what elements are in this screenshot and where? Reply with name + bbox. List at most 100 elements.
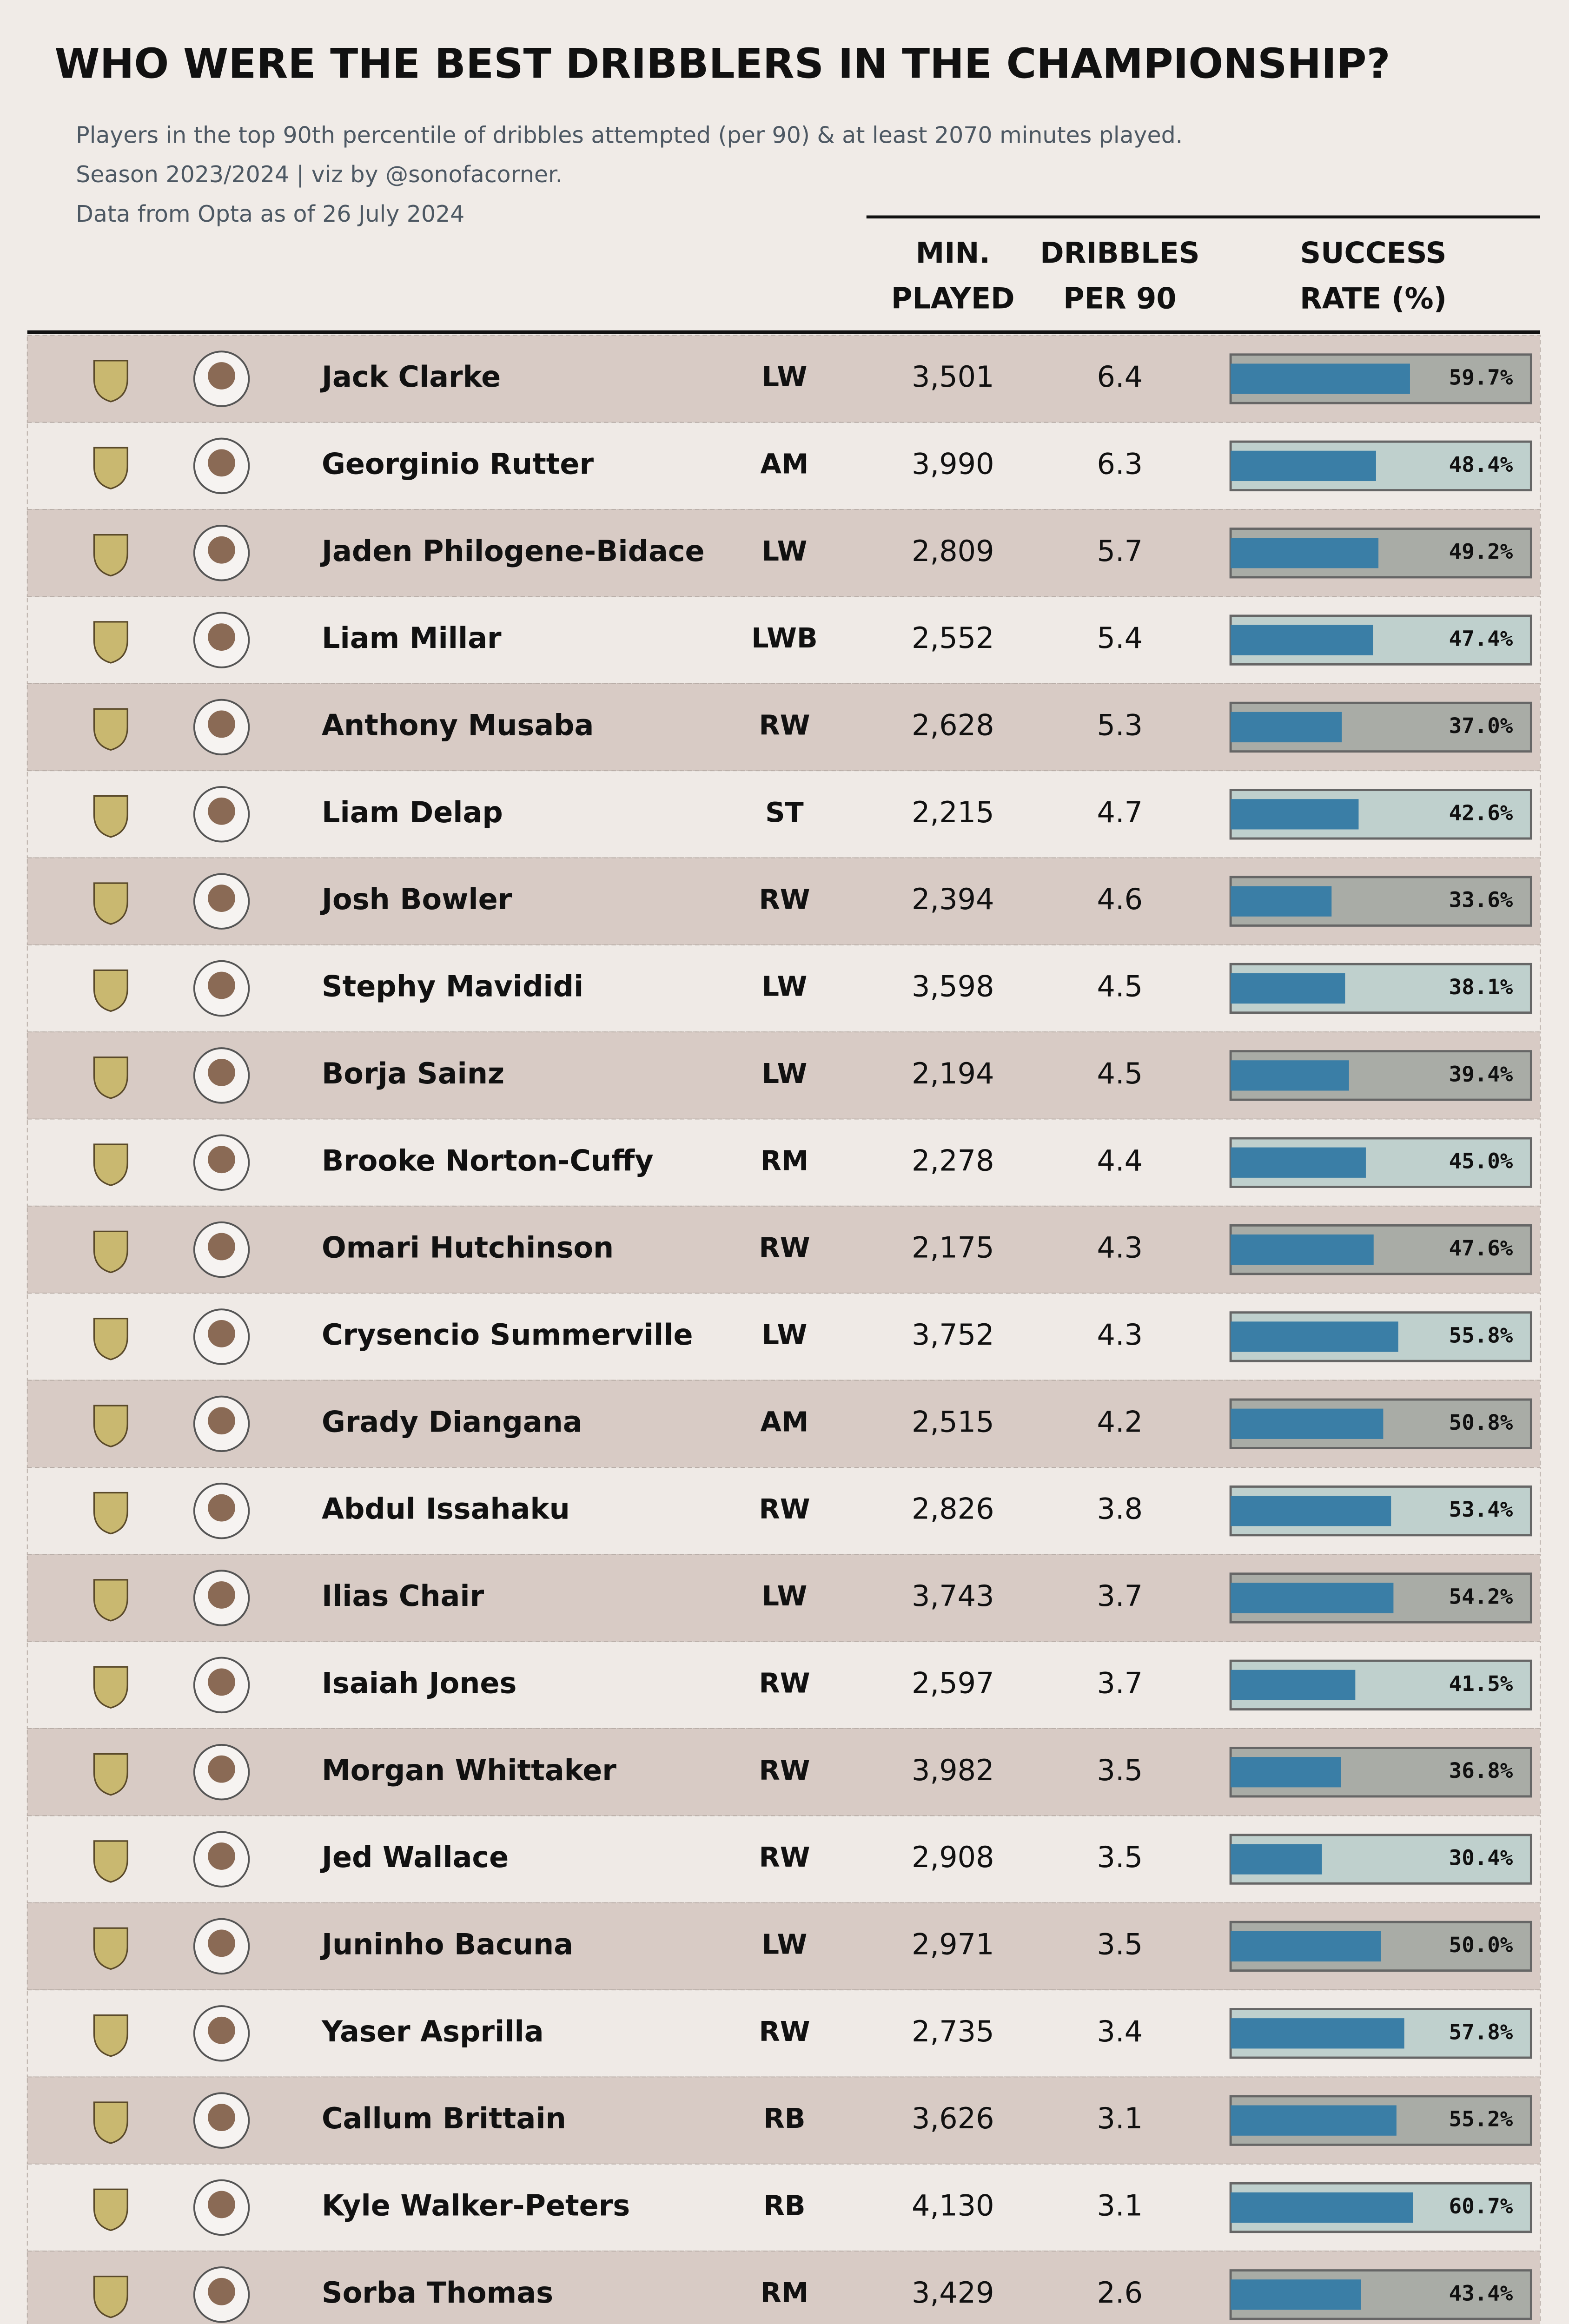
player-name: Borja Sainz — [322, 1056, 504, 1090]
player-photo-face — [208, 1407, 235, 1435]
position: LW — [762, 1580, 808, 1612]
player-name: Brooke Norton-Cuffy — [322, 1143, 654, 1177]
position: AM — [761, 448, 809, 480]
minutes-played: 2,971 — [912, 1928, 994, 1961]
player-photo-face — [208, 1581, 235, 1609]
dribbles-per-90: 4.4 — [1097, 1143, 1143, 1177]
position: RW — [759, 2015, 810, 2047]
dribbles-per-90: 3.7 — [1097, 1579, 1143, 1613]
player-photo-face — [208, 623, 235, 651]
player-name: Anthony Musaba — [322, 708, 594, 742]
success-bar — [1231, 2192, 1413, 2223]
player-photo-face — [208, 2191, 235, 2218]
player-photo-face — [208, 1929, 235, 1957]
position: ST — [765, 796, 803, 828]
player-name: Ilias Chair — [322, 1579, 484, 1613]
dribbles-per-90: 3.5 — [1097, 1928, 1143, 1961]
column-header: RATE (%) — [1300, 281, 1447, 315]
player-name: Callum Brittain — [322, 2101, 566, 2135]
success-label: 57.8% — [1449, 2020, 1513, 2044]
dribbles-per-90: 4.3 — [1097, 1231, 1143, 1265]
success-bar — [1231, 2105, 1397, 2136]
success-bar — [1231, 973, 1345, 1004]
minutes-played: 3,626 — [912, 2101, 994, 2135]
dribbles-per-90: 6.4 — [1097, 360, 1143, 394]
success-bar — [1231, 1844, 1322, 1875]
minutes-played: 2,175 — [912, 1231, 994, 1265]
minutes-played: 2,278 — [912, 1143, 994, 1177]
success-label: 55.2% — [1449, 2107, 1513, 2132]
position: RW — [759, 1232, 810, 1264]
player-photo-face — [208, 885, 235, 912]
team-logo — [93, 534, 128, 577]
position: RW — [759, 1493, 810, 1525]
success-label: 36.8% — [1449, 1758, 1513, 1783]
bar-track — [1229, 528, 1532, 579]
dribbles-per-90: 3.7 — [1097, 1666, 1143, 1700]
position: RW — [759, 1841, 810, 1873]
player-photo-face — [208, 362, 235, 390]
minutes-played: 2,826 — [912, 1492, 994, 1526]
dribbles-per-90: 6.3 — [1097, 447, 1143, 481]
success-label: 48.4% — [1449, 452, 1513, 477]
position: RB — [763, 2102, 805, 2134]
team-logo — [93, 621, 128, 664]
team-logo — [93, 2276, 128, 2318]
minutes-played: 2,552 — [912, 621, 994, 655]
success-label: 60.7% — [1449, 2194, 1513, 2218]
minutes-played: 3,743 — [912, 1579, 994, 1613]
position: RM — [761, 1144, 809, 1176]
dribbles-per-90: 3.4 — [1097, 2014, 1143, 2048]
player-photo-face — [208, 971, 235, 999]
minutes-played: 2,515 — [912, 1405, 994, 1439]
team-logo — [93, 2014, 128, 2057]
minutes-played: 2,597 — [912, 1666, 994, 1700]
success-label: 59.7% — [1449, 365, 1513, 390]
success-bar — [1231, 2018, 1404, 2049]
minutes-played: 2,194 — [912, 1056, 994, 1090]
rows: Jack Clarke LW 3,501 6.4 59.7% Georginio Rutt… — [26, 335, 1541, 2324]
position: RM — [761, 2277, 809, 2309]
success-label: 38.1% — [1449, 975, 1513, 999]
column-header: PER 90 — [1063, 281, 1176, 315]
player-name: Yaser Asprilla — [321, 2014, 544, 2048]
player-photo-face — [208, 2016, 235, 2044]
team-logo — [93, 2101, 128, 2144]
success-bar — [1231, 538, 1379, 568]
success-bar — [1231, 799, 1359, 830]
minutes-played: 2,394 — [912, 882, 994, 916]
column-header: PLAYED — [891, 281, 1015, 315]
success-label: 47.6% — [1449, 1236, 1513, 1261]
dribbles-per-90: 4.3 — [1097, 1318, 1143, 1352]
subtitle: Players in the top 90th percentile of dr… — [76, 122, 1183, 148]
position: LW — [762, 1928, 808, 1961]
subtitle: Data from Opta as of 26 July 2024 — [76, 201, 464, 227]
team-logo — [93, 1230, 128, 1274]
success-label: 50.0% — [1449, 1933, 1513, 1957]
success-bar — [1231, 1147, 1366, 1178]
player-photo-face — [208, 449, 235, 477]
player-name: Jed Wallace — [320, 1840, 509, 1874]
dribbles-per-90: 3.1 — [1097, 2189, 1143, 2223]
player-photo-face — [208, 1058, 235, 1086]
player-name: Grady Diangana — [322, 1405, 583, 1439]
success-bar — [1231, 1583, 1394, 1613]
minutes-played: 3,598 — [912, 970, 994, 1004]
success-bar — [1231, 1496, 1391, 1526]
player-name: Abdul Issahaku — [322, 1492, 570, 1526]
dribbles-per-90: 4.5 — [1097, 1056, 1143, 1090]
team-logo — [93, 1840, 128, 1883]
success-bar — [1231, 886, 1332, 917]
dribbles-per-90: 5.3 — [1097, 708, 1143, 742]
success-label: 49.2% — [1449, 539, 1513, 564]
player-name: Georginio Rutter — [322, 447, 594, 481]
minutes-played: 2,215 — [912, 795, 994, 829]
team-logo — [93, 1143, 128, 1186]
minutes-played: 2,809 — [912, 534, 994, 568]
dribbles-per-90: 5.7 — [1097, 534, 1143, 568]
dribbles-per-90: 3.1 — [1097, 2101, 1143, 2135]
success-label: 42.6% — [1449, 800, 1513, 825]
dribbles-per-90: 4.5 — [1097, 970, 1143, 1004]
success-bar — [1231, 1060, 1349, 1091]
